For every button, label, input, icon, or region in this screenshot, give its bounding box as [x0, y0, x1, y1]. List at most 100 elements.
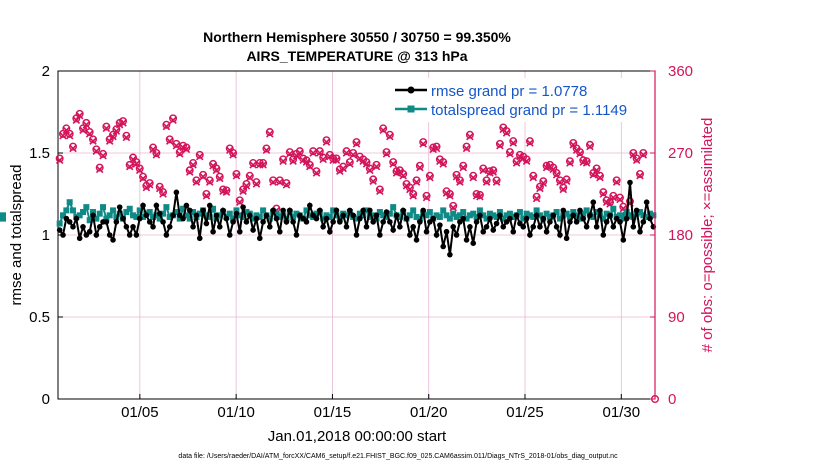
- obs-possible-marker: [152, 148, 161, 157]
- rmse-point: [286, 207, 293, 214]
- obs-assimilated-stroke: [139, 174, 147, 183]
- rmse-point: [123, 224, 130, 230]
- spread-point: [93, 215, 100, 222]
- rmse-point: [236, 228, 243, 235]
- obs-assimilated-marker: [215, 174, 224, 183]
- obs-assimilated-marker: [406, 185, 414, 194]
- obs-assimilated-marker: [62, 126, 71, 134]
- obs-assimilated-stroke: [165, 137, 174, 145]
- obs-possible-marker: [492, 176, 501, 185]
- obs-assimilated-stroke: [102, 124, 111, 133]
- obs-possible-marker: [215, 172, 224, 181]
- rmse-point: [330, 219, 336, 225]
- obs-assimilated-marker: [306, 162, 314, 171]
- spread-point: [423, 212, 430, 219]
- obs-assimilated-stroke: [69, 144, 77, 153]
- rmse-point: [580, 215, 587, 222]
- obs-assimilated-marker: [222, 188, 231, 196]
- obs-assimilated-stroke: [629, 151, 638, 159]
- obs-assimilated-stroke: [172, 141, 181, 150]
- obs-assimilated-stroke: [406, 185, 414, 194]
- obs-possible-marker: [349, 148, 358, 157]
- obs-assimilated-marker: [639, 151, 648, 159]
- obs-assimilated-marker: [282, 181, 291, 189]
- spread-point: [410, 207, 417, 214]
- obs-possible-marker: [415, 161, 424, 170]
- rmse-point: [357, 215, 363, 222]
- obs-assimilated-stroke: [225, 146, 234, 155]
- y2-tick-label: 360: [668, 63, 693, 80]
- obs-assimilated-marker: [452, 172, 461, 181]
- obs-assimilated-stroke: [479, 166, 488, 175]
- obs-assimilated-marker: [562, 177, 571, 186]
- rmse-point: [620, 237, 627, 243]
- spread-point: [493, 213, 500, 220]
- spread-point: [83, 204, 90, 211]
- spread-point: [366, 213, 373, 220]
- obs-assimilated-stroke: [606, 200, 614, 208]
- obs-assimilated-stroke: [369, 177, 377, 186]
- spread-point: [113, 213, 120, 220]
- obs-possible-marker: [462, 142, 471, 151]
- y-axis-label: rmse and totalspread: [8, 165, 25, 306]
- rmse-point: [560, 207, 567, 214]
- obs-assimilated-marker: [139, 174, 147, 183]
- spread-point: [140, 213, 147, 220]
- spread-point: [133, 213, 140, 220]
- spread-point: [86, 217, 93, 224]
- rmse-point: [393, 212, 400, 219]
- obs-assimilated-marker: [249, 161, 257, 169]
- obs-assimilated-marker: [276, 178, 284, 186]
- rmse-point: [246, 212, 253, 219]
- obs-assimilated-stroke: [422, 193, 431, 202]
- obs-assimilated-stroke: [632, 156, 641, 165]
- obs-assimilated-stroke: [279, 157, 287, 165]
- rmse-point: [403, 215, 410, 222]
- obs-possible-marker: [125, 160, 134, 169]
- spread-point: [323, 212, 330, 219]
- obs-assimilated-marker: [262, 146, 271, 155]
- obs-possible-marker: [595, 171, 604, 180]
- rmse-point: [116, 204, 123, 210]
- obs-assimilated-stroke: [462, 144, 471, 153]
- rmse-point: [597, 207, 603, 214]
- spread-point: [610, 205, 617, 212]
- obs-assimilated-stroke: [419, 140, 427, 148]
- y-tick-label: 1.5: [29, 145, 50, 162]
- obs-assimilated-stroke: [602, 198, 611, 206]
- spread-point: [320, 215, 327, 222]
- spread-point: [153, 212, 160, 219]
- obs-possible-marker: [449, 201, 458, 210]
- spread-point: [480, 212, 487, 219]
- rmse-point: [487, 215, 493, 222]
- obs-assimilated-marker: [449, 203, 457, 212]
- spread-point: [100, 204, 107, 211]
- obs-possible-marker: [219, 185, 228, 194]
- spread-point: [190, 209, 197, 216]
- obs-assimilated-stroke: [99, 151, 107, 160]
- rmse-point: [450, 224, 457, 230]
- rmse-point: [173, 189, 180, 196]
- rmse-point: [417, 219, 423, 225]
- rmse-point: [530, 224, 537, 230]
- spread-point: [543, 210, 550, 217]
- obs-assimilated-marker: [389, 160, 397, 168]
- obs-assimilated-marker: [536, 184, 544, 193]
- spread-point: [356, 210, 363, 217]
- obs-assimilated-stroke: [79, 126, 87, 134]
- rmse-point: [146, 219, 153, 225]
- obs-possible-marker: [382, 148, 391, 157]
- obs-possible-marker: [255, 159, 264, 168]
- obs-assimilated-stroke: [209, 161, 217, 170]
- obs-possible-marker: [375, 185, 384, 194]
- spread-point: [306, 212, 313, 219]
- spread-point: [243, 209, 250, 216]
- rmse-point: [163, 232, 170, 238]
- spread-point: [593, 209, 600, 216]
- obs-assimilated-stroke: [259, 161, 267, 169]
- obs-assimilated-marker: [372, 162, 381, 171]
- obs-assimilated-stroke: [339, 164, 347, 173]
- obs-possible-marker: [385, 130, 394, 139]
- spread-point: [640, 212, 647, 219]
- obs-assimilated-marker: [412, 178, 421, 186]
